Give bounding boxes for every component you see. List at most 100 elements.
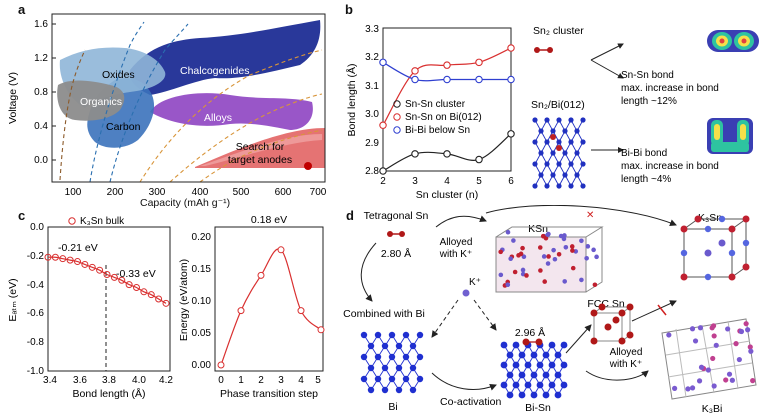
b-ytick: 2.8 (365, 166, 379, 177)
c-left-line (47, 256, 167, 304)
k3bi-atom (745, 327, 751, 333)
ksn-atom (537, 245, 543, 250)
ksn-atoms (498, 229, 599, 288)
ksn-atom (520, 267, 526, 273)
ksn-atom (524, 273, 529, 278)
k3bi-atom (709, 325, 715, 331)
c-right-ylabel: Energy (eV/atom) (178, 259, 190, 341)
bisn-atom (560, 361, 568, 369)
k3bi-atom (672, 385, 678, 391)
bi-atom (381, 386, 389, 394)
c-right-point (277, 246, 285, 254)
bi012-atom (538, 172, 544, 178)
a-xtick: 300 (149, 187, 166, 198)
c-left-point (147, 291, 155, 299)
bi012-atom (550, 128, 556, 134)
bibi-bond-3: length ~4% (621, 174, 671, 185)
search-region-hilite (200, 134, 322, 166)
c2-xtick: 5 (315, 375, 321, 386)
k3bi-atom (710, 355, 716, 362)
k3bi-atom (750, 378, 756, 384)
a-ytick: 0.0 (34, 155, 48, 166)
k3bi-atom (685, 386, 691, 392)
c-right-series (217, 246, 325, 369)
c-ytick: -0.8 (27, 337, 45, 348)
c-left-point (118, 276, 126, 284)
bi-atom (416, 375, 424, 383)
bi012-atom (550, 150, 556, 156)
ksn-atom (521, 254, 527, 260)
bi-atom (360, 331, 368, 339)
bisn-atom (554, 391, 562, 399)
bi012-atom (568, 183, 574, 189)
c2-xtick: 0 (218, 375, 224, 386)
c-left-point (110, 273, 118, 281)
b-point (507, 130, 515, 138)
sn-adatom (556, 145, 562, 151)
bisn-lattice (500, 338, 568, 399)
b-point (443, 150, 451, 158)
snsn-bond-1: Sn-Sn bond (621, 70, 674, 81)
c-right-point (237, 307, 245, 315)
c-left-point (88, 263, 96, 271)
bi012-atom (550, 172, 556, 178)
k3bi-atom (733, 341, 739, 347)
k-atom (462, 289, 470, 297)
a-xtick: 200 (107, 187, 124, 198)
bisn-atom (536, 361, 544, 369)
bisn-atom (512, 341, 520, 349)
c-right-point (297, 307, 305, 315)
c2-ytick: 0.20 (192, 232, 212, 243)
coact-label: Co-activation (440, 396, 501, 408)
k3bi-atom (711, 383, 717, 389)
ksn-atom (546, 254, 551, 259)
c-right-point (317, 326, 325, 334)
bibi-density-map (707, 118, 753, 154)
b-point (411, 67, 419, 75)
bi012-atom (556, 183, 562, 189)
k3sn-atom (704, 249, 712, 257)
ksn-atom (585, 244, 591, 249)
c-ytick: -0.4 (27, 280, 45, 291)
c2-xtick: 1 (238, 375, 244, 386)
bisn-atom (524, 361, 532, 369)
bi012-atom (568, 139, 574, 145)
bibi-bond-2: max. increase in bond (621, 161, 719, 172)
bi-atom (367, 342, 375, 350)
fcc-sn-atom (590, 309, 598, 317)
b-legend-0: Sn-Sn cluster (405, 99, 466, 110)
b-point (379, 58, 387, 67)
k3bi-atom (697, 325, 704, 331)
c2-ytick: 0.10 (192, 296, 212, 307)
search-label-1: Search for (236, 141, 285, 153)
bi-atom (374, 375, 382, 383)
k3sn-atom (728, 225, 736, 233)
panel-d-diagram: Tetragonal Sn 2.80 Å Alloyed with K⁺ ✕ K… (343, 205, 757, 415)
c-xtick: 3.8 (102, 375, 116, 386)
c2-xtick: 4 (298, 375, 304, 386)
bisn-atom (560, 341, 568, 349)
b-xtick: 6 (508, 176, 514, 187)
bisn-atom (542, 351, 550, 359)
c2-ytick: 0.05 (192, 328, 212, 339)
k3bi-label: K₃Bi (702, 403, 723, 415)
b-point (411, 150, 419, 158)
bisn-atom (506, 351, 514, 359)
b-xtick: 2 (380, 176, 386, 187)
ksn-atom (561, 236, 567, 242)
c-left-point (81, 260, 89, 268)
a-xtick: 400 (192, 187, 209, 198)
bisn-atom (524, 381, 532, 389)
bisn-atom (548, 341, 556, 349)
bi-atom (388, 353, 396, 361)
chalcogenides-label: Chalcogenides (180, 65, 249, 77)
ksn-atom (551, 247, 556, 253)
a-ytick: 1.6 (34, 19, 48, 30)
alloyed1-2: with K⁺ (439, 249, 473, 260)
bisn-atom (560, 381, 568, 389)
bi-atom (374, 353, 382, 361)
c-ann-left: -0.21 eV (58, 242, 98, 254)
c-left-point (51, 253, 59, 261)
bi-atom (402, 331, 410, 339)
bisn-atom (542, 371, 550, 379)
